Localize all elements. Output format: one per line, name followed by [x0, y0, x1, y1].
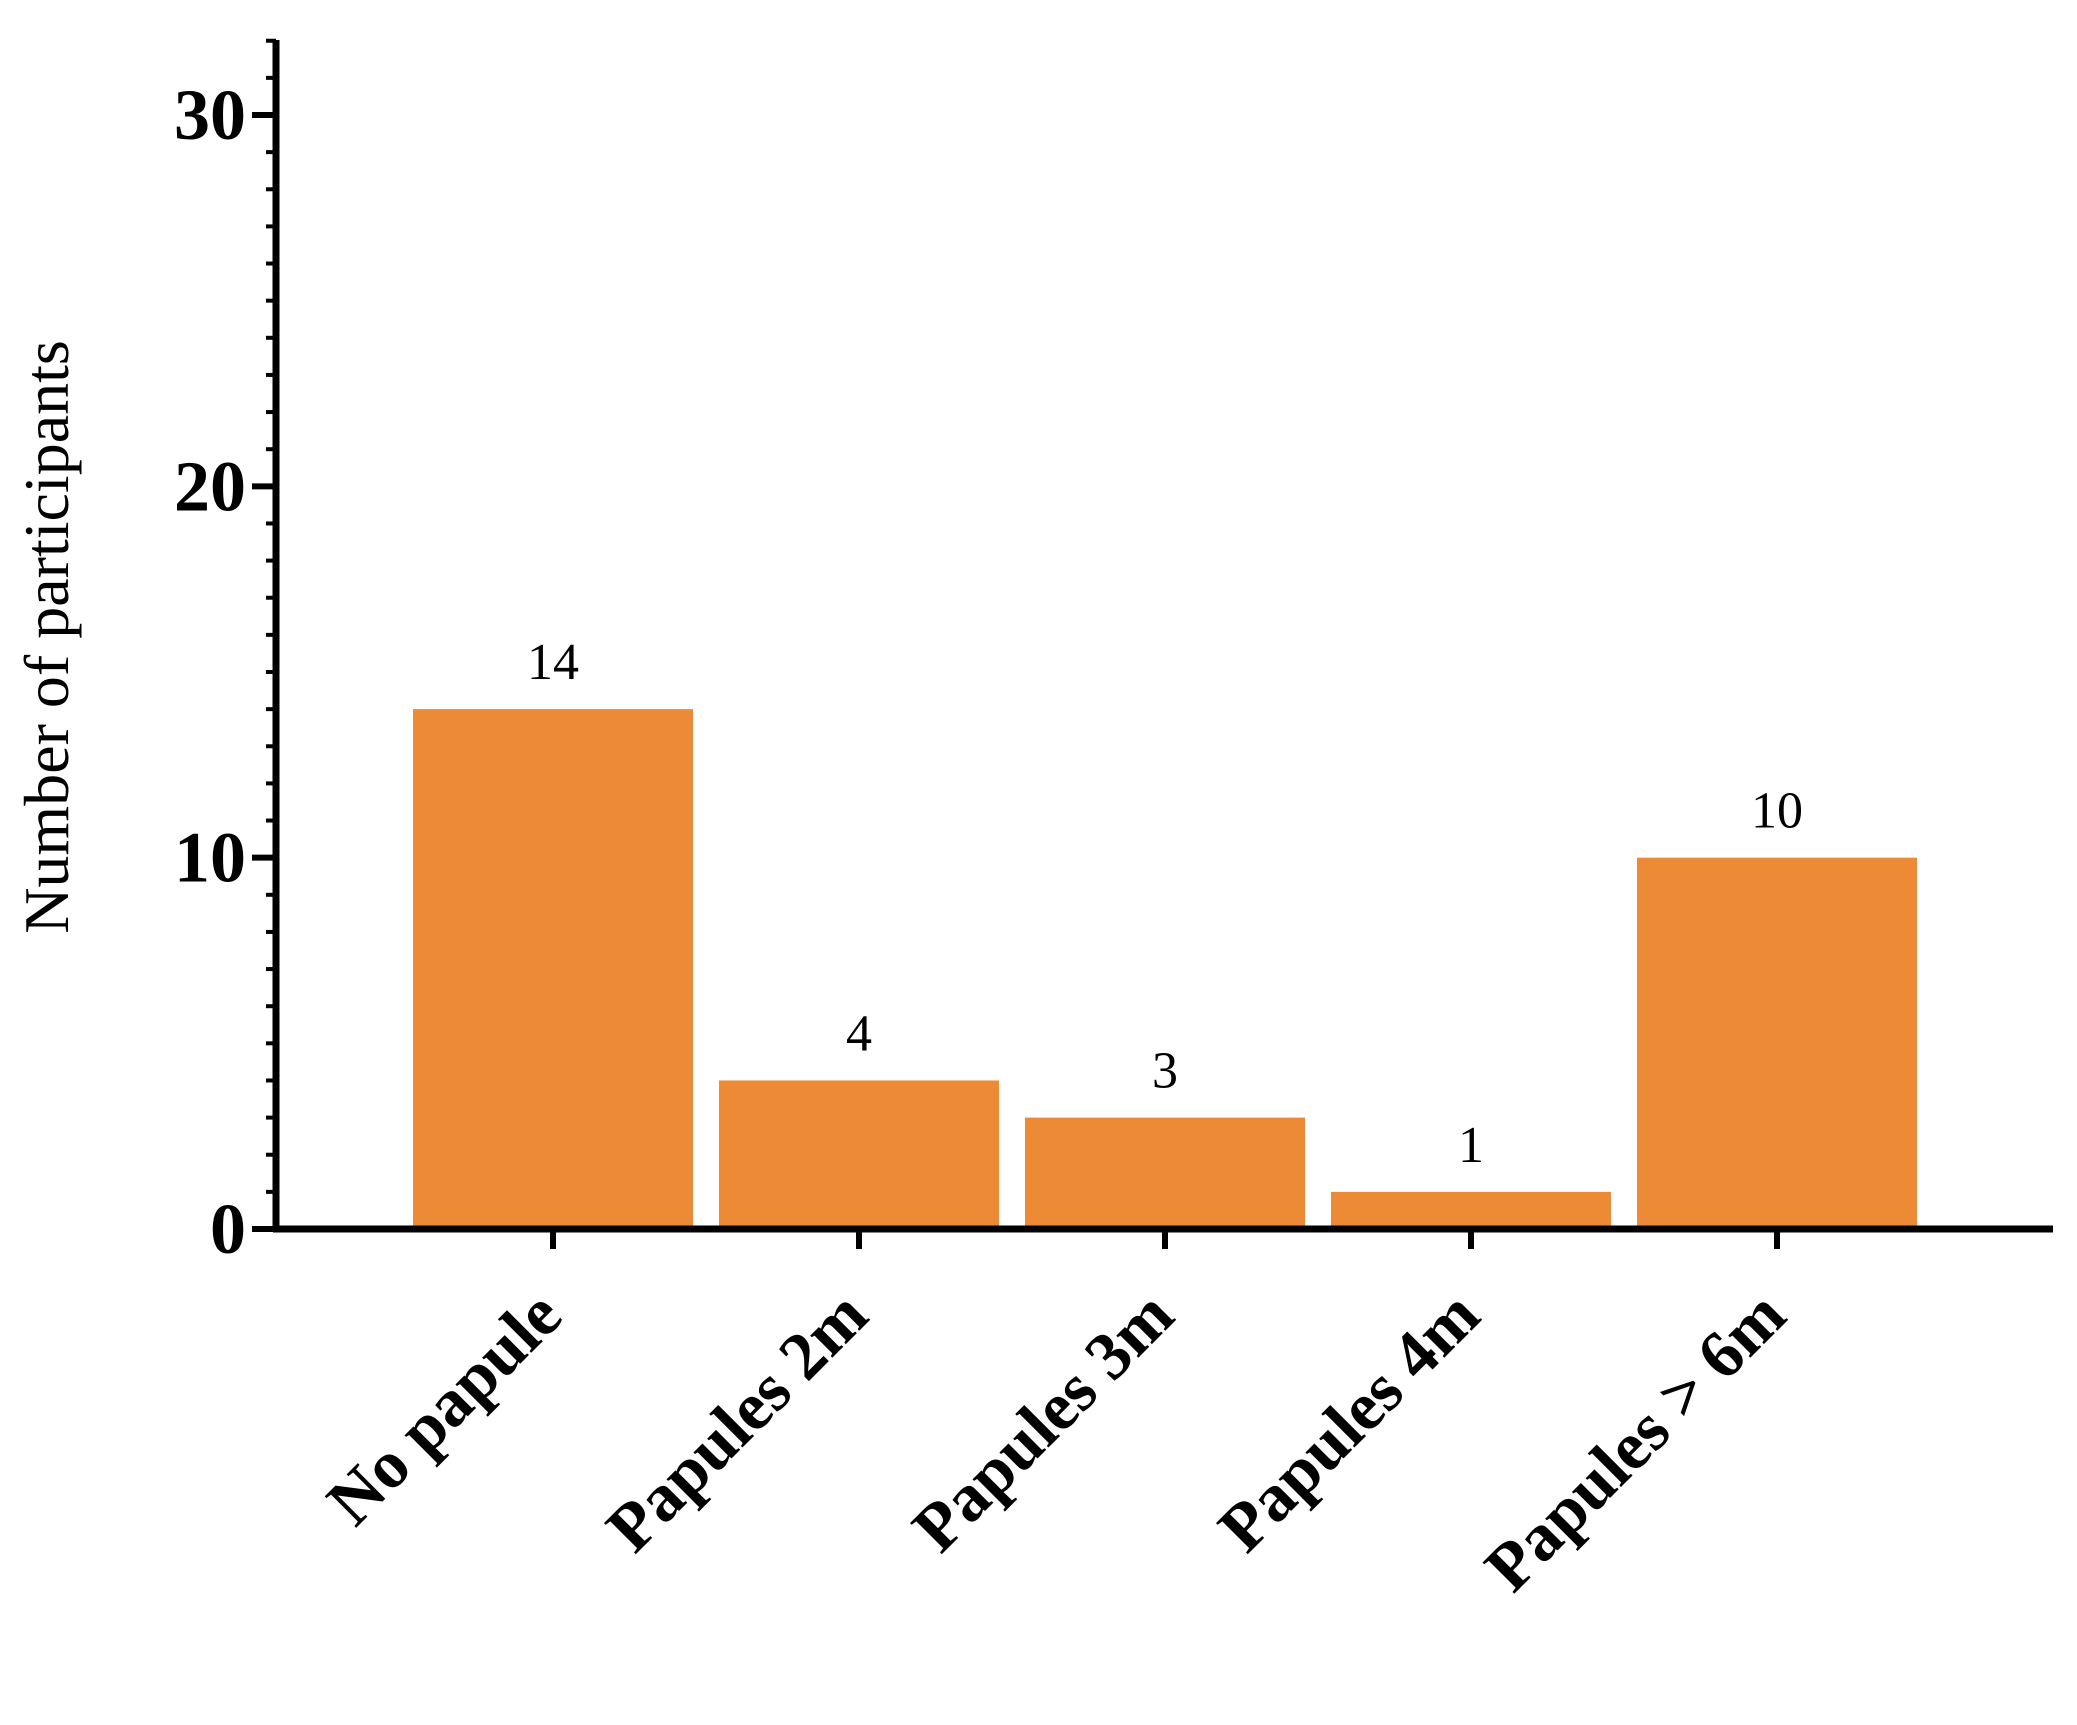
- y-tick-label: 10: [174, 818, 246, 898]
- x-tick-label: No papule: [312, 1276, 575, 1539]
- bar-value-label: 4: [846, 1005, 872, 1062]
- x-tick-label: Papules 2m: [591, 1276, 881, 1566]
- bar: [719, 1080, 999, 1229]
- x-tick-label: Papules > 6m: [1470, 1276, 1800, 1606]
- bar: [1025, 1117, 1305, 1229]
- x-tick-label: Papules 4m: [1203, 1276, 1493, 1566]
- bar-value-label: 10: [1751, 783, 1803, 840]
- y-tick-label: 30: [174, 75, 246, 155]
- y-tick-label: 0: [210, 1189, 246, 1269]
- bar-value-label: 1: [1458, 1117, 1484, 1174]
- bar-value-label: 3: [1152, 1043, 1178, 1100]
- bar: [1637, 857, 1917, 1229]
- y-axis-title: Number of participants: [11, 340, 82, 934]
- bar: [413, 709, 693, 1229]
- y-tick-label: 20: [174, 446, 246, 526]
- x-tick-label: Papules 3m: [897, 1276, 1187, 1566]
- bar-value-label: 14: [527, 634, 579, 691]
- bars-layer: [413, 709, 1917, 1229]
- axes-layer: [252, 38, 2053, 1249]
- data-labels-layer: 14 4 3 1 10: [527, 634, 1803, 1174]
- bar: [1331, 1191, 1611, 1229]
